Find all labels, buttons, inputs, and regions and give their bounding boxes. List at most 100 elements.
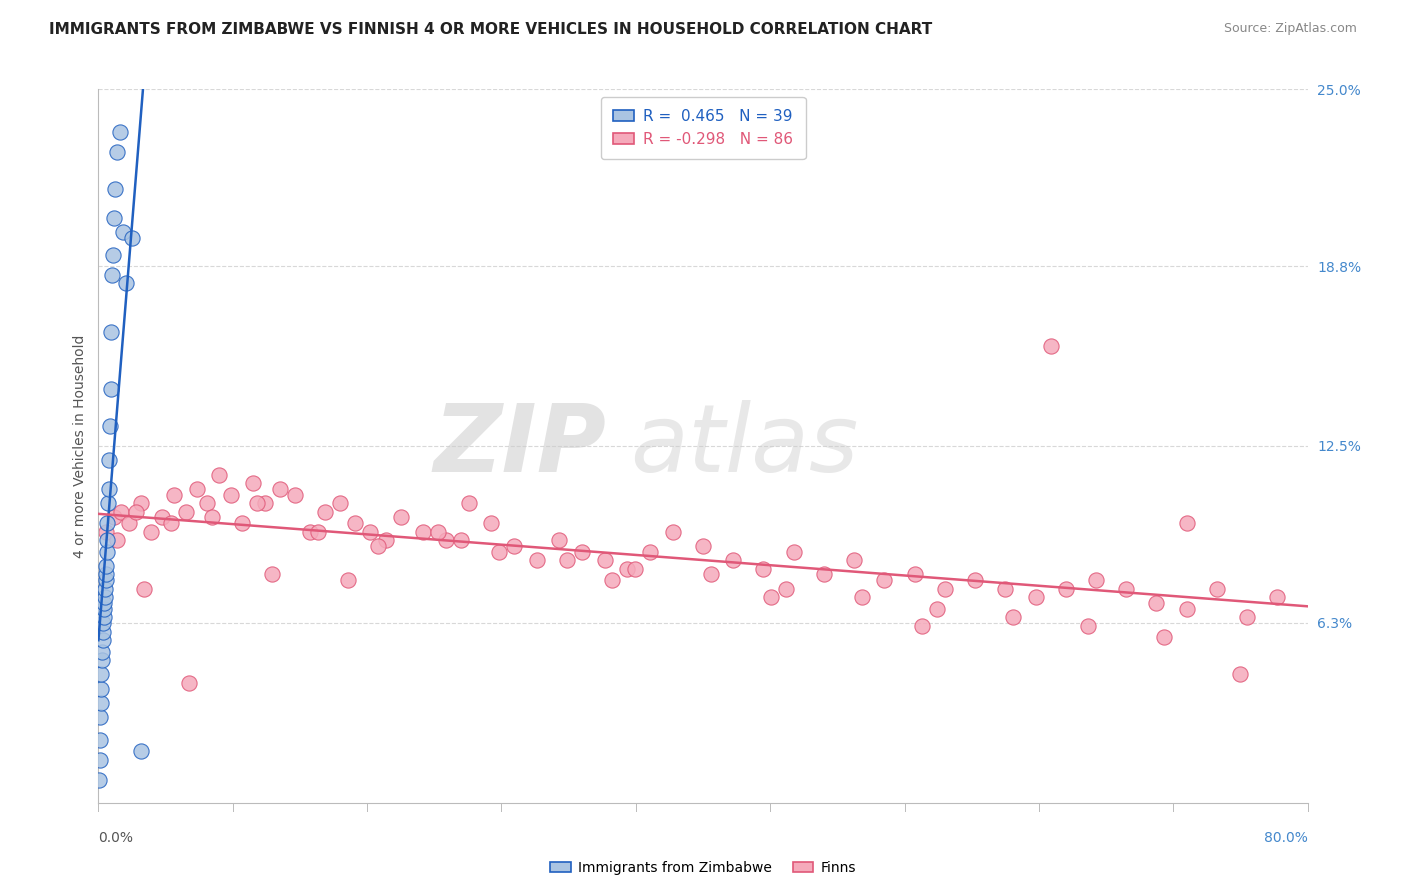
Point	[101, 268, 124, 282]
Point	[90, 681, 112, 696]
Point	[91, 624, 114, 639]
Point	[752, 562, 775, 576]
Point	[96, 516, 118, 530]
Point	[108, 125, 131, 139]
Point	[94, 567, 117, 582]
Point	[1153, 630, 1175, 644]
Point	[93, 610, 115, 624]
Point	[434, 533, 457, 548]
Point	[103, 510, 125, 524]
Point	[98, 453, 121, 467]
Point	[89, 733, 111, 747]
Text: IMMIGRANTS FROM ZIMBABWE VS FINNISH 4 OR MORE VEHICLES IN HOUSEHOLD CORRELATION : IMMIGRANTS FROM ZIMBABWE VS FINNISH 4 OR…	[49, 22, 932, 37]
Point	[94, 573, 117, 587]
Point	[360, 524, 382, 539]
Point	[129, 496, 152, 510]
Point	[1175, 601, 1198, 615]
Point	[94, 524, 117, 539]
Point	[624, 562, 647, 576]
Point	[103, 211, 125, 225]
Point	[1229, 667, 1251, 681]
Text: ZIP: ZIP	[433, 400, 606, 492]
Point	[844, 553, 866, 567]
Point	[96, 544, 118, 558]
Point	[96, 533, 118, 548]
Point	[759, 591, 782, 605]
Point	[503, 539, 526, 553]
Point	[526, 553, 548, 567]
Y-axis label: 4 or more Vehicles in Household: 4 or more Vehicles in Household	[73, 334, 87, 558]
Point	[661, 524, 683, 539]
Point	[90, 696, 112, 710]
Point	[367, 539, 389, 553]
Point	[97, 496, 120, 510]
Point	[163, 487, 186, 501]
Text: Source: ZipAtlas.com: Source: ZipAtlas.com	[1223, 22, 1357, 36]
Point	[94, 582, 117, 596]
Point	[555, 553, 578, 567]
Point	[638, 544, 661, 558]
Point	[104, 182, 127, 196]
Text: atlas: atlas	[630, 401, 859, 491]
Point	[242, 476, 264, 491]
Point	[160, 516, 183, 530]
Point	[965, 573, 987, 587]
Point	[208, 467, 231, 482]
Point	[775, 582, 797, 596]
Point	[1206, 582, 1229, 596]
Point	[132, 582, 155, 596]
Point	[90, 653, 112, 667]
Point	[246, 496, 269, 510]
Point	[186, 482, 208, 496]
Point	[481, 516, 503, 530]
Point	[344, 516, 367, 530]
Point	[299, 524, 322, 539]
Point	[911, 619, 934, 633]
Point	[427, 524, 450, 539]
Point	[1236, 610, 1258, 624]
Point	[783, 544, 806, 558]
Point	[548, 533, 571, 548]
Point	[1085, 573, 1108, 587]
Point	[97, 482, 120, 496]
Point	[488, 544, 510, 558]
Point	[100, 325, 122, 339]
Point	[231, 516, 253, 530]
Point	[90, 667, 112, 681]
Point	[111, 225, 134, 239]
Point	[100, 382, 122, 396]
Text: 80.0%: 80.0%	[1264, 831, 1308, 846]
Point	[221, 487, 243, 501]
Point	[1024, 591, 1046, 605]
Point	[89, 772, 111, 787]
Point	[1115, 582, 1137, 596]
Point	[89, 753, 111, 767]
Point	[114, 277, 136, 291]
Point	[616, 562, 638, 576]
Point	[262, 567, 284, 582]
Point	[121, 230, 143, 244]
Point	[374, 533, 396, 548]
Point	[150, 510, 173, 524]
Point	[873, 573, 896, 587]
Point	[98, 419, 121, 434]
Point	[412, 524, 434, 539]
Point	[307, 524, 329, 539]
Point	[101, 248, 124, 262]
Point	[851, 591, 873, 605]
Point	[269, 482, 291, 496]
Point	[723, 553, 745, 567]
Point	[89, 710, 111, 724]
Point	[94, 591, 117, 605]
Point	[457, 496, 479, 510]
Point	[450, 533, 472, 548]
Point	[934, 582, 956, 596]
Point	[253, 496, 276, 510]
Point	[201, 510, 224, 524]
Point	[699, 567, 721, 582]
Point	[329, 496, 352, 510]
Point	[179, 676, 201, 690]
Point	[96, 558, 118, 573]
Point	[1039, 339, 1062, 353]
Point	[110, 505, 132, 519]
